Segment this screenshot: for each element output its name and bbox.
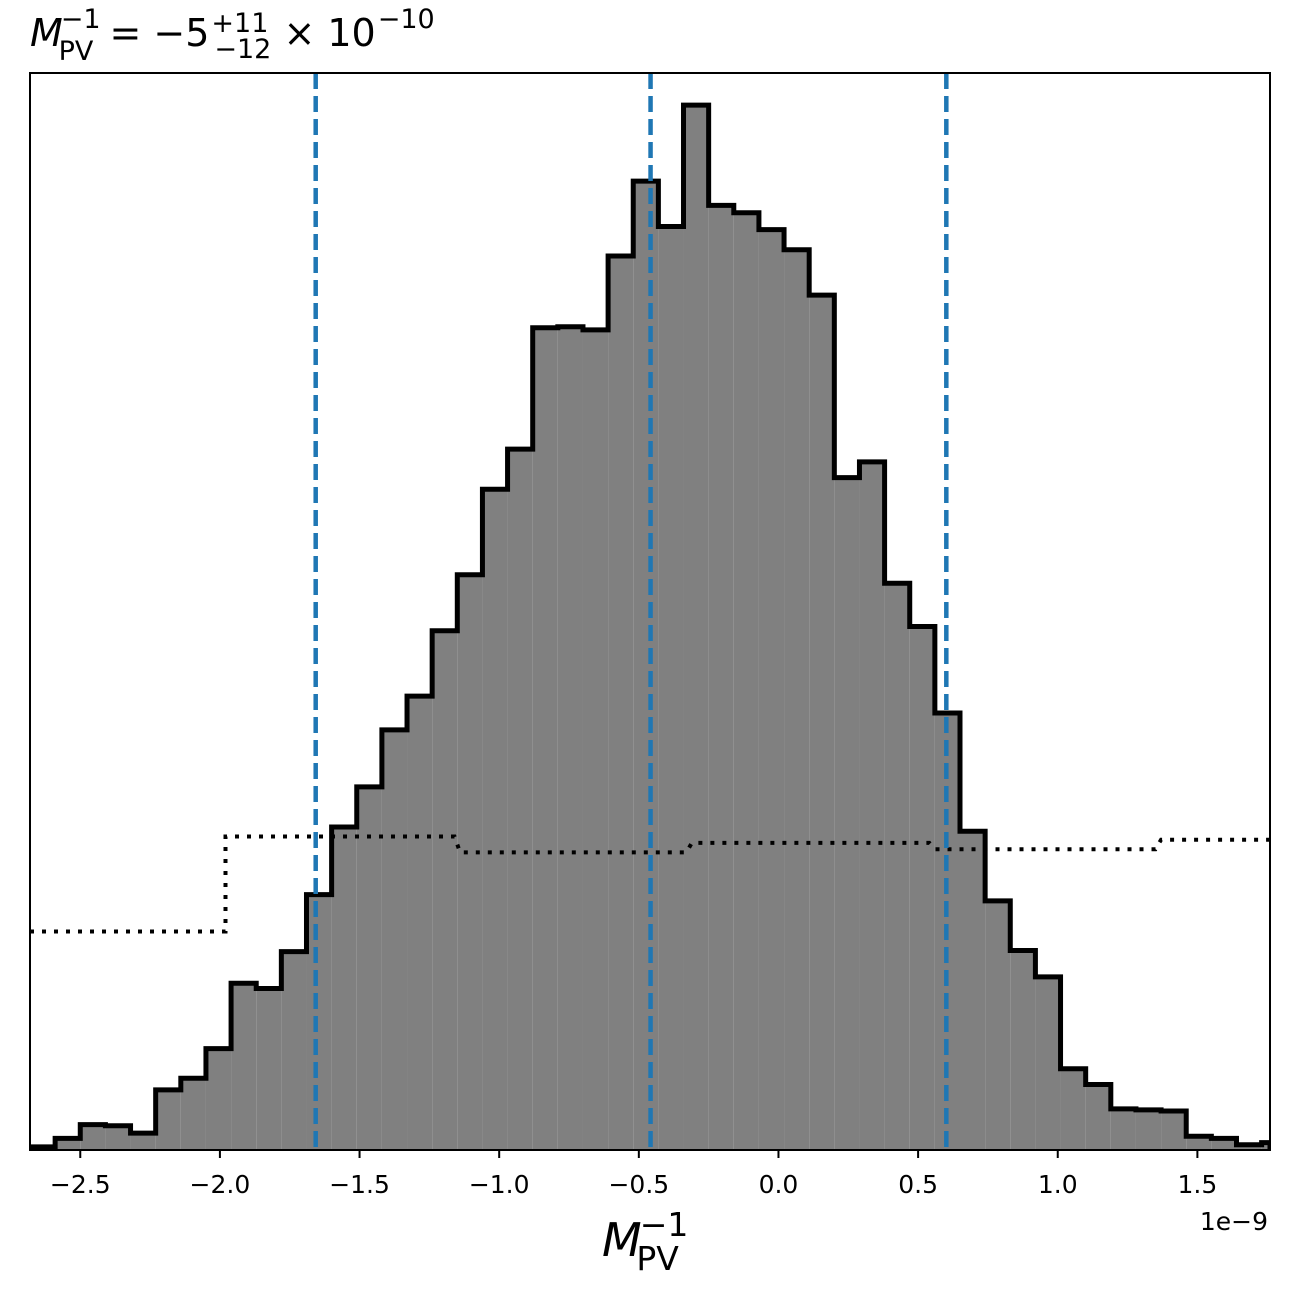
histogram-bar [130, 1133, 156, 1150]
x-tick-label: −2.5 [50, 1170, 111, 1199]
x-ticks: −2.5 −2.0 −1.5 −1.0 −0.5 0.0 0.5 1.0 1.5 [50, 1150, 1217, 1199]
x-tick-label: −0.5 [608, 1170, 669, 1199]
histogram-bars [30, 102, 1270, 1150]
histogram-bar [834, 477, 860, 1150]
title-equals: = −5 [97, 11, 209, 55]
histogram-bar [457, 574, 483, 1150]
title-sub: PV [59, 36, 94, 67]
histogram-bar [507, 449, 533, 1150]
histogram-outline [30, 102, 1270, 1150]
histogram-bar [1186, 1136, 1212, 1150]
histogram-bar [1010, 950, 1036, 1150]
histogram-bar [733, 212, 759, 1150]
histogram-bar [1110, 1108, 1136, 1150]
x-tick-label: −1.0 [469, 1170, 530, 1199]
prior-curve [30, 834, 1270, 934]
histogram-bar [1085, 1084, 1111, 1150]
histogram-bar [381, 729, 408, 1150]
histogram-bar [859, 461, 885, 1150]
histogram-bar [105, 1125, 131, 1150]
histogram-bar [658, 226, 684, 1150]
x-tick-label: 0.5 [898, 1170, 938, 1199]
x-tick-label: 1.5 [1178, 1170, 1218, 1199]
histogram-bar [281, 951, 307, 1150]
xlabel-symbol: M [602, 1213, 642, 1267]
chart-title: M−1 PV = −5+11 −12 × 10−10 [30, 4, 435, 67]
histogram-bar [80, 1124, 106, 1150]
histogram-bar [1261, 1142, 1270, 1150]
histogram-bar [1035, 976, 1061, 1150]
histogram-bar [205, 1048, 232, 1150]
histogram-bar [331, 827, 357, 1150]
x-axis-label: M−1 PV [602, 1205, 688, 1278]
title-err-minus: −12 [214, 34, 271, 65]
histogram-bar [884, 583, 910, 1150]
title-err-plus: +11 [211, 8, 268, 39]
histogram-bar [683, 105, 709, 1150]
title-exp: −10 [378, 4, 435, 35]
histogram-bar [155, 1089, 181, 1150]
prior-curve-layer [30, 834, 1270, 934]
title-symbol: M [30, 11, 63, 55]
histogram-bar [256, 988, 282, 1150]
histogram-bar [633, 181, 659, 1150]
histogram-bar [1060, 1068, 1086, 1150]
histogram-bar [809, 295, 835, 1150]
histogram-bar [356, 786, 382, 1150]
histogram-bar [407, 696, 433, 1150]
histogram-bar [482, 489, 508, 1150]
x-tick-label: 1.0 [1038, 1170, 1078, 1199]
x-tick-label: 0.0 [759, 1170, 799, 1199]
histogram-bar [1211, 1138, 1237, 1150]
histogram-bar [306, 894, 332, 1150]
plot-frame [29, 72, 1271, 1151]
histogram-bar [608, 256, 634, 1150]
histogram-bar [708, 205, 734, 1150]
histogram-bar [432, 630, 458, 1150]
title-sup: −1 [61, 4, 101, 35]
histogram-bar [1161, 1110, 1187, 1150]
histogram-bar [758, 229, 785, 1150]
histogram-bar [1135, 1109, 1162, 1150]
histogram-bar [909, 626, 935, 1150]
xlabel-sup: −1 [640, 1205, 689, 1244]
title-times: × 10 [271, 11, 375, 55]
histogram-bar [960, 831, 986, 1150]
histogram-bar [55, 1138, 81, 1150]
histogram-bar [180, 1078, 206, 1150]
offset-label: 1e−9 [1200, 1207, 1268, 1236]
histogram-bar [557, 326, 583, 1150]
histogram-bar [532, 327, 558, 1150]
histogram-bar [985, 900, 1011, 1150]
x-tick-label: −2.0 [190, 1170, 251, 1199]
x-tick-label: −1.5 [329, 1170, 390, 1199]
histogram-bar [231, 983, 257, 1150]
xlabel-sub: PV [636, 1239, 679, 1278]
quantile-lines-layer [313, 73, 949, 1150]
histogram-bar [582, 329, 609, 1150]
histogram-bar [1236, 1144, 1262, 1150]
histogram-bar [784, 249, 810, 1150]
